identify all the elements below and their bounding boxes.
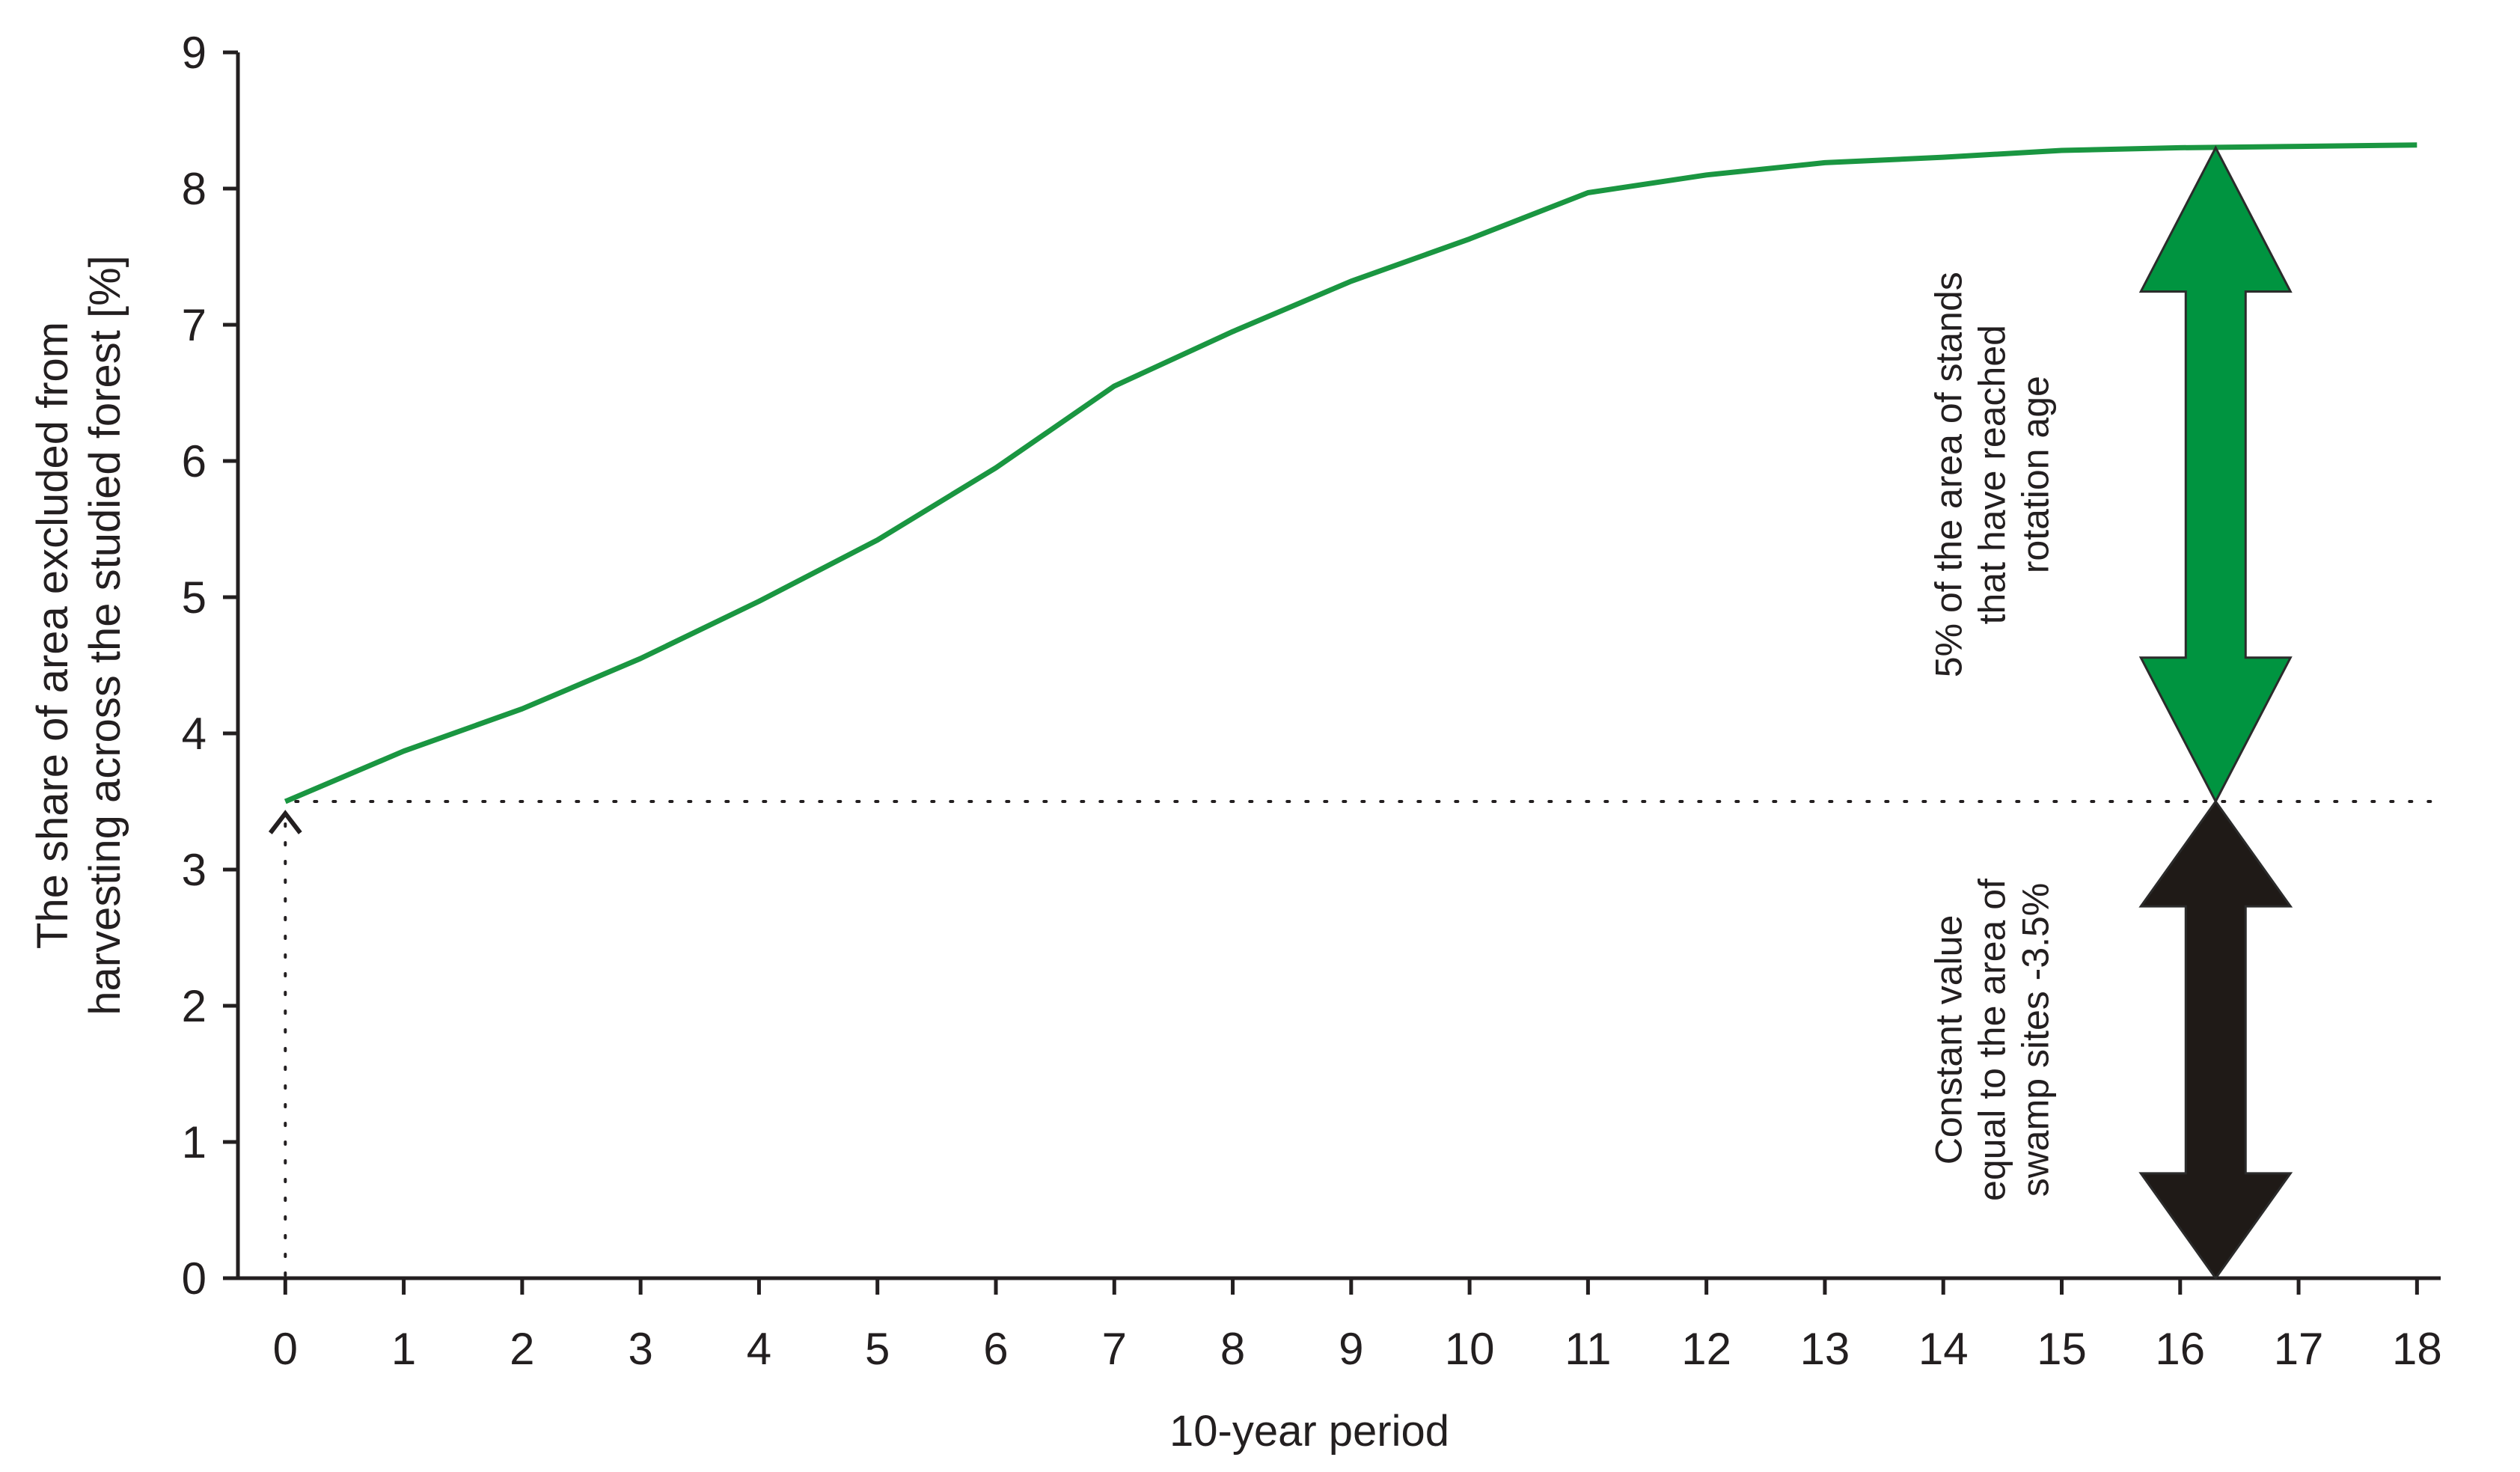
reference-lines [268,800,2442,1280]
x-tick-label: 15 [2037,1324,2087,1374]
x-tick-label: 14 [1918,1324,1969,1374]
x-tick-label: 10 [1445,1324,1495,1374]
x-tick-label: 11 [1565,1324,1611,1374]
x-tick-label: 1 [391,1324,416,1374]
x-tick-label: 5 [865,1324,890,1374]
y-axis-title-line-2: harvesting across the studied forest [%] [81,255,129,1016]
x-tick-label: 18 [2392,1324,2442,1374]
x-tick-label: 16 [2155,1324,2205,1374]
rotation-age-annotation: 5% of the area of standsthat have reache… [1927,272,2056,677]
y-tick-label: 0 [182,1253,207,1304]
x-axis-ticks: 0 1 2 3 4 5 6 7 8 9 10 11 12 13 14 15 16 17 18 [273,1278,2442,1374]
annotations: 5% of the area of standsthat have reache… [1927,145,2293,1280]
y-tick-label: 8 [182,164,207,214]
series-line [284,142,2417,804]
axes [236,52,2441,1280]
y-tick-label: 6 [182,436,207,486]
y-axis-ticks: 0 1 2 3 4 5 6 7 8 9 [182,28,238,1304]
x-tick-label: 12 [1681,1324,1731,1374]
x-tick-label: 13 [1800,1324,1850,1374]
y-tick-label: 7 [182,300,207,350]
x-tick-label: 3 [628,1324,652,1374]
x-tick-label: 2 [510,1324,534,1374]
annotation-line: 5% of the area of stands [1927,272,1969,677]
x-tick-label: 8 [1220,1324,1245,1374]
black-double-arrow [2138,799,2293,1280]
y-tick-label: 3 [182,845,207,895]
y-tick-label: 5 [182,572,207,623]
x-tick-label: 7 [1102,1324,1127,1374]
x-tick-label: 6 [983,1324,1008,1374]
series-group [284,142,2417,804]
annotation-line: rotation age [2014,376,2056,573]
annotation-line: equal to the area of [1971,879,2013,1201]
y-tick-label: 4 [182,709,207,759]
y-tick-label: 9 [182,28,207,78]
x-tick-label: 17 [2274,1324,2324,1374]
baseline-marker-caret [268,810,302,834]
annotation-line: that have reached [1971,325,2013,624]
y-tick-label: 1 [182,1117,207,1167]
y-axis-title-line-1: The share of area excluded from [28,322,77,949]
x-tick-label: 4 [747,1324,771,1374]
x-tick-label: 0 [273,1324,298,1374]
swamp-sites-annotation: Constant valueequal to the area ofswamp … [1927,879,2056,1201]
annotation-line: Constant value [1927,915,1969,1165]
annotation-line: swamp sites -3.5% [2014,883,2056,1197]
x-axis-title: 10-year period [1169,1407,1449,1456]
y-tick-label: 2 [182,981,207,1031]
x-tick-label: 9 [1339,1324,1363,1374]
axis-titles: 10-year period The share of area exclude… [28,255,1449,1456]
green-double-arrow [2138,145,2293,804]
